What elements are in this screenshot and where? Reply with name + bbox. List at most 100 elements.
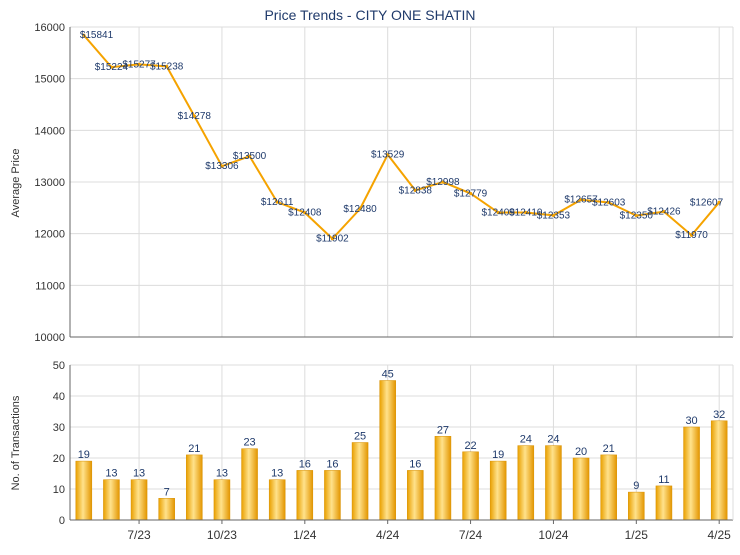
- transactions-y-axis-label: No. of Transactions: [10, 395, 22, 490]
- price-data-label: $12838: [399, 185, 433, 196]
- transactions-y-tick-label: 20: [53, 453, 65, 465]
- transactions-bar: [600, 454, 617, 521]
- transactions-bar-label: 19: [78, 449, 90, 461]
- chart-title: Price Trends - CITY ONE SHATIN: [264, 7, 475, 23]
- price-data-label: $12603: [592, 198, 626, 209]
- price-data-label: $13500: [233, 151, 267, 162]
- x-tick-label: 4/24: [376, 528, 400, 542]
- price-data-label: $12611: [261, 197, 294, 208]
- price-point: [137, 62, 141, 66]
- transactions-bar-label: 7: [164, 486, 170, 498]
- x-tick-label: 4/25: [708, 528, 732, 542]
- transactions-y-tick-label: 40: [53, 391, 65, 403]
- price-data-label: $13529: [371, 150, 405, 161]
- transactions-bar-label: 9: [633, 480, 639, 492]
- transactions-bar: [75, 460, 93, 521]
- transactions-bar: [434, 436, 452, 521]
- transactions-y-tick-label: 10: [53, 484, 65, 496]
- transactions-bar-label: 13: [133, 468, 145, 480]
- price-y-tick-label: 13000: [34, 177, 65, 189]
- x-tick-label: 7/24: [459, 528, 483, 542]
- transactions-bar-label: 20: [575, 446, 587, 458]
- price-data-label: $15238: [150, 61, 184, 72]
- transactions-y-tick-label: 30: [53, 422, 65, 434]
- price-y-tick-label: 15000: [34, 74, 65, 86]
- price-data-label: $12779: [454, 188, 488, 199]
- price-data-label: $13306: [205, 161, 239, 172]
- transactions-bar: [683, 426, 700, 521]
- transactions-bar-label: 21: [603, 443, 615, 455]
- price-data-label: $15277: [122, 59, 156, 70]
- price-point: [386, 153, 390, 157]
- price-point: [441, 180, 445, 184]
- price-y-tick-label: 14000: [34, 125, 65, 137]
- transactions-bar-label: 16: [299, 458, 311, 470]
- transactions-bar-label: 13: [271, 468, 283, 480]
- transactions-bar-label: 24: [547, 434, 559, 446]
- transactions-bar: [296, 470, 314, 521]
- price-point: [607, 200, 611, 205]
- transactions-bar: [324, 470, 341, 521]
- transactions-bar: [462, 451, 479, 521]
- price-data-label: $11902: [316, 234, 349, 245]
- transactions-bar: [572, 457, 590, 521]
- price-point: [689, 233, 694, 237]
- price-point: [109, 65, 114, 69]
- price-line-panel: 10000 11000 12000 13000 14000 15000 16000 $1584…: [34, 22, 734, 344]
- transactions-bar-label: 11: [658, 474, 669, 486]
- transactions-bar-label: 45: [382, 369, 394, 381]
- transactions-bar-label: 24: [520, 434, 532, 446]
- transactions-bar: [241, 448, 258, 521]
- transactions-bar-label: 21: [188, 443, 200, 455]
- price-point: [192, 114, 196, 118]
- price-point: [496, 210, 500, 215]
- x-tick-label: 1/25: [625, 528, 649, 542]
- price-point: [220, 164, 224, 168]
- transactions-bar: [186, 454, 203, 521]
- price-data-label: $15841: [80, 30, 114, 41]
- price-data-label: $15224: [95, 62, 129, 73]
- transactions-bar-label: 13: [216, 468, 228, 480]
- transactions-bar-label: 16: [409, 458, 421, 470]
- transactions-bar: [517, 445, 535, 521]
- price-data-label: $14278: [178, 111, 212, 122]
- price-y-tick-label: 16000: [34, 22, 65, 34]
- transactions-y-tick-label: 50: [53, 360, 65, 372]
- price-point: [413, 188, 417, 192]
- price-y-tick-label: 10000: [34, 332, 65, 344]
- transactions-bar-label: 23: [243, 437, 255, 449]
- price-data-label: $12409: [482, 208, 516, 219]
- transactions-bar: [213, 479, 231, 521]
- price-point: [468, 191, 473, 196]
- price-point: [551, 213, 556, 218]
- x-tick-label: 7/23: [127, 528, 151, 542]
- price-data-label: $12353: [537, 210, 571, 221]
- price-data-label: $12350: [620, 211, 654, 222]
- transactions-bar-label: 27: [437, 424, 449, 436]
- price-data-label: $12998: [426, 177, 460, 188]
- transactions-bar-label: 22: [464, 440, 476, 452]
- price-point: [275, 200, 279, 204]
- transactions-bar: [351, 442, 369, 521]
- price-data-label: $12408: [288, 208, 322, 219]
- price-point: [82, 33, 86, 37]
- transactions-bar-panel: 0 10 20 30 40 50 19 13 13 7 21 13 23 13 16 16 25 45 16 27 22…: [53, 360, 734, 542]
- price-point: [662, 210, 666, 214]
- price-point: [358, 207, 362, 211]
- price-data-label: $12480: [343, 204, 377, 215]
- transactions-bar: [379, 380, 396, 521]
- price-data-label: $12607: [690, 197, 724, 208]
- price-point: [303, 210, 307, 215]
- price-point: [165, 64, 169, 68]
- transactions-bar: [130, 479, 148, 521]
- transactions-bar: [489, 460, 507, 521]
- price-data-label: $12657: [564, 195, 598, 206]
- transactions-bar: [545, 445, 562, 521]
- transactions-bar-label: 32: [713, 409, 725, 421]
- price-point: [717, 200, 721, 204]
- transactions-bar-label: 25: [354, 431, 366, 443]
- transactions-bar-label: 13: [105, 468, 117, 480]
- transactions-bar: [655, 485, 673, 521]
